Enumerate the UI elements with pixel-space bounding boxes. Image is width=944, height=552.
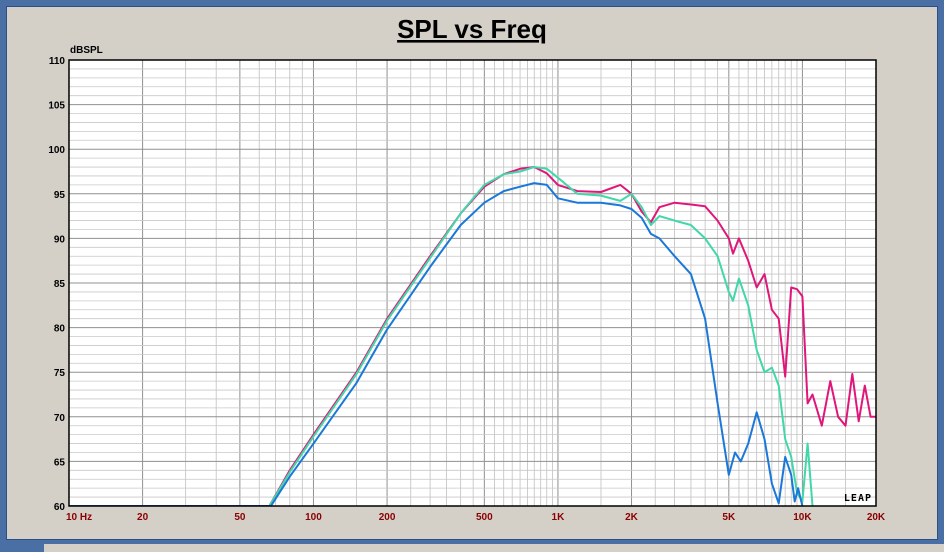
leap-logo: LEAP bbox=[844, 493, 872, 504]
y-tick-label: 70 bbox=[54, 413, 66, 424]
y-ticks: 110 105 100 95 90 85 80 75 70 65 60 bbox=[48, 56, 65, 513]
x-tick-label: 2K bbox=[625, 512, 639, 523]
x-tick-label: 100 bbox=[305, 512, 322, 523]
y-tick-label: 105 bbox=[48, 101, 65, 112]
series-layer bbox=[69, 166, 876, 506]
bottom-strip bbox=[0, 540, 944, 552]
x-tick-label: 50 bbox=[234, 512, 246, 523]
grid bbox=[69, 60, 876, 506]
y-tick-label: 95 bbox=[54, 190, 66, 201]
series-line-3 bbox=[69, 182, 804, 506]
x-ticks: 10 Hz 20 50 100 200 500 1K 2K 5K 10K 20K bbox=[66, 512, 886, 523]
y-tick-label: 90 bbox=[54, 234, 66, 245]
x-tick-label: 20 bbox=[137, 512, 149, 523]
chart-title: SPL vs Freq bbox=[397, 14, 547, 44]
x-tick-label: 1K bbox=[552, 512, 566, 523]
y-tick-label: 100 bbox=[48, 145, 65, 156]
y-tick-label: 75 bbox=[54, 368, 66, 379]
series-line-2 bbox=[69, 166, 814, 506]
y-tick-label: 110 bbox=[49, 56, 66, 67]
x-tick-label: 10 Hz bbox=[66, 512, 92, 523]
x-tick-label: 5K bbox=[722, 512, 736, 523]
y-tick-label: 65 bbox=[54, 457, 66, 468]
x-tick-label: 500 bbox=[476, 512, 493, 523]
y-tick-label: 85 bbox=[54, 279, 66, 290]
x-tick-label: 20K bbox=[867, 512, 886, 523]
y-axis-label: dBSPL bbox=[70, 45, 103, 56]
x-tick-label: 200 bbox=[379, 512, 396, 523]
x-tick-label: 10K bbox=[793, 512, 812, 523]
y-tick-label: 80 bbox=[54, 324, 66, 335]
y-tick-label: 60 bbox=[54, 502, 66, 513]
plot-border bbox=[68, 59, 877, 507]
